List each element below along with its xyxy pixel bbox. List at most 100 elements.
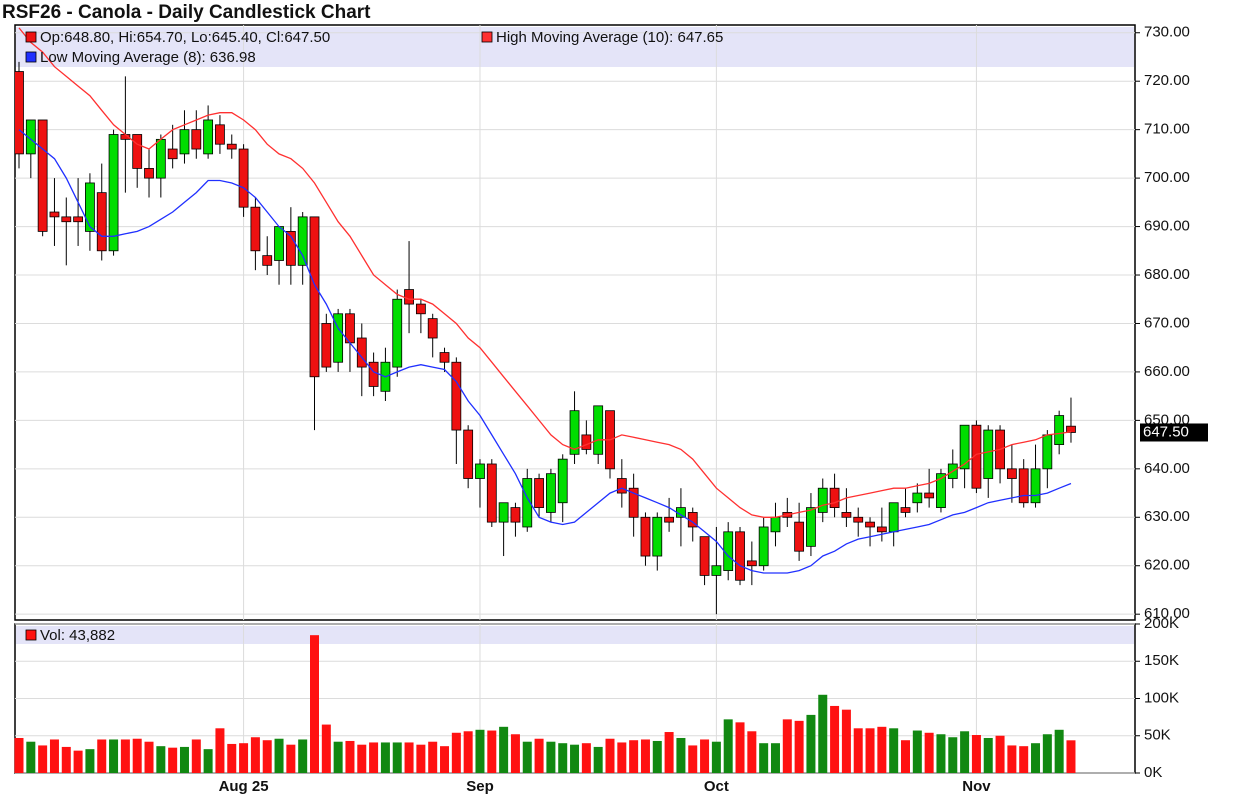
candle-body <box>297 216 308 266</box>
volume-bar <box>629 740 639 773</box>
candle-body <box>238 148 249 208</box>
y-tick-label: 660.00 <box>1144 363 1190 380</box>
candle-body <box>806 507 816 547</box>
candle-body <box>108 134 119 252</box>
moving-average-line <box>18 129 1072 574</box>
candle-body <box>404 289 414 305</box>
volume-bar <box>723 719 733 773</box>
x-tick-label: Nov <box>962 778 991 795</box>
volume-bar <box>345 740 355 773</box>
candle-body <box>475 463 485 479</box>
volume-bar <box>380 742 390 773</box>
y-tick-label: 700.00 <box>1144 169 1190 186</box>
candle-body <box>758 526 769 567</box>
legend-label: High Moving Average (10): 647.65 <box>496 29 723 46</box>
candle-body <box>510 507 521 523</box>
candle-body <box>144 168 154 179</box>
candle-body <box>179 129 190 155</box>
candle-body <box>498 502 509 523</box>
volume-legend-band <box>16 626 1134 644</box>
volume-bar <box>286 744 296 773</box>
volume-bar <box>1042 734 1052 773</box>
y-tick-label: 680.00 <box>1144 266 1190 283</box>
candle-body <box>616 478 627 494</box>
candle-body <box>368 361 379 387</box>
y-tick-label: 150K <box>1144 652 1179 669</box>
volume-bar <box>357 744 367 773</box>
candle-body <box>534 478 544 508</box>
volume-bar <box>109 739 119 773</box>
volume-bar <box>416 744 426 773</box>
candle-body <box>25 119 36 155</box>
candle-body <box>640 516 651 557</box>
volume-bar <box>499 726 509 773</box>
candle-body <box>888 502 899 533</box>
candle-body <box>1030 468 1041 504</box>
candle-body <box>451 361 462 431</box>
volume-bar <box>711 741 721 773</box>
candle-body <box>841 512 852 518</box>
candle-body <box>865 521 875 528</box>
candle-body <box>321 323 332 368</box>
volume-bar <box>818 694 828 773</box>
volume-bar <box>156 746 166 773</box>
candle-body <box>546 473 556 513</box>
y-tick-label: 710.00 <box>1144 121 1190 138</box>
volume-bar <box>298 739 308 773</box>
volume-bar <box>1031 743 1041 773</box>
candle-body <box>15 71 24 155</box>
volume-bar <box>14 737 24 773</box>
candle-body <box>557 458 568 504</box>
volume-bar <box>168 747 178 773</box>
volume-bar <box>61 746 71 773</box>
candle-body <box>132 134 143 169</box>
volume-bar <box>912 730 922 773</box>
candle-body <box>971 424 982 489</box>
volume-bar <box>440 746 450 773</box>
volume-bar <box>794 720 804 773</box>
candle-body <box>959 424 970 470</box>
candle-body <box>167 148 178 160</box>
volume-bar <box>534 738 544 773</box>
volume-bar <box>522 741 532 773</box>
y-tick-label: 690.00 <box>1144 218 1190 235</box>
moving-average-line <box>18 27 1072 518</box>
y-tick-label: 640.00 <box>1144 460 1190 477</box>
candle-body <box>735 531 745 581</box>
x-tick-label: Oct <box>704 778 729 795</box>
candle-body <box>226 143 237 150</box>
candle-body <box>427 318 438 339</box>
volume-bar <box>924 732 934 773</box>
volume-bar <box>392 742 402 773</box>
y-tick-label: 610.00 <box>1144 605 1190 622</box>
chart-title: RSF26 - Canola - Daily Candlestick Chart <box>2 2 371 23</box>
candle-body <box>770 516 781 533</box>
volume-bar <box>1054 729 1064 773</box>
y-tick-label: 670.00 <box>1144 314 1190 331</box>
volume-bar <box>463 731 473 773</box>
volume-bar <box>983 737 993 773</box>
volume-bar <box>853 728 863 773</box>
volume-bar <box>593 746 603 773</box>
candle-body <box>333 313 344 363</box>
volume-bar <box>971 735 981 773</box>
volume-bar <box>901 740 910 773</box>
candle-body <box>699 536 710 576</box>
legend-label: Low Moving Average (8): 636.98 <box>40 49 256 66</box>
candle-body <box>664 516 674 523</box>
candle-body <box>569 410 580 455</box>
legend-label: Vol: 43,882 <box>40 627 115 644</box>
y-tick-label: 0K <box>1144 764 1162 781</box>
candle-body <box>593 405 604 455</box>
volume-bar <box>274 738 284 773</box>
volume-bar <box>487 730 497 773</box>
volume-bar <box>735 722 745 773</box>
candle-body <box>215 124 225 145</box>
volume-bar <box>38 745 48 773</box>
volume-bar <box>700 739 710 773</box>
y-tick-label: 50K <box>1144 727 1171 744</box>
volume-bar <box>759 743 769 773</box>
candle-body <box>1042 434 1053 470</box>
candle-body <box>73 216 83 223</box>
candle-body <box>285 231 296 266</box>
